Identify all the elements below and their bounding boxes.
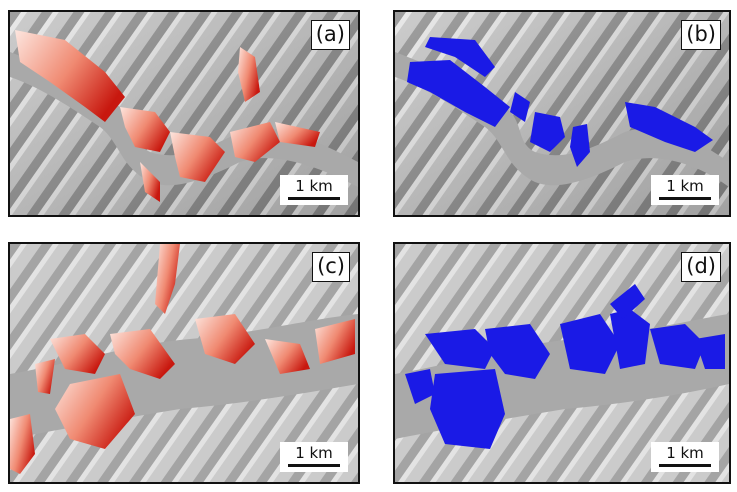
scale-bar-b: 1 km (651, 174, 719, 205)
scale-bar-d: 1 km (651, 441, 719, 472)
scale-line-c (288, 464, 340, 467)
scale-text-d: 1 km (666, 443, 704, 462)
hillshade-terrain-a (10, 12, 358, 215)
scale-text-b: 1 km (666, 176, 704, 195)
hazard-area (50, 334, 105, 374)
scale-line-d (659, 464, 711, 467)
map-panel-b: (b) 1 km (393, 10, 731, 217)
panel-label-c: (c) (312, 252, 350, 282)
extent-area (425, 37, 495, 77)
panel-label-b: (b) (681, 20, 721, 50)
scale-text-a: 1 km (295, 176, 333, 195)
scale-text-c: 1 km (295, 443, 333, 462)
hillshade-terrain-b (395, 12, 729, 215)
scale-line-b (659, 197, 711, 200)
scale-line-a (288, 197, 340, 200)
panel-label-a: (a) (310, 20, 350, 50)
map-panel-a: (a) 1 km (8, 10, 360, 217)
scale-bar-c: 1 km (280, 441, 348, 472)
extent-area (425, 329, 495, 369)
map-panel-c: (c) 1 km (8, 242, 360, 484)
panel-label-d: (d) (681, 252, 721, 282)
hazard-area (15, 30, 125, 122)
map-panel-d: (d) 1 km (393, 242, 731, 484)
scale-bar-a: 1 km (280, 174, 348, 205)
